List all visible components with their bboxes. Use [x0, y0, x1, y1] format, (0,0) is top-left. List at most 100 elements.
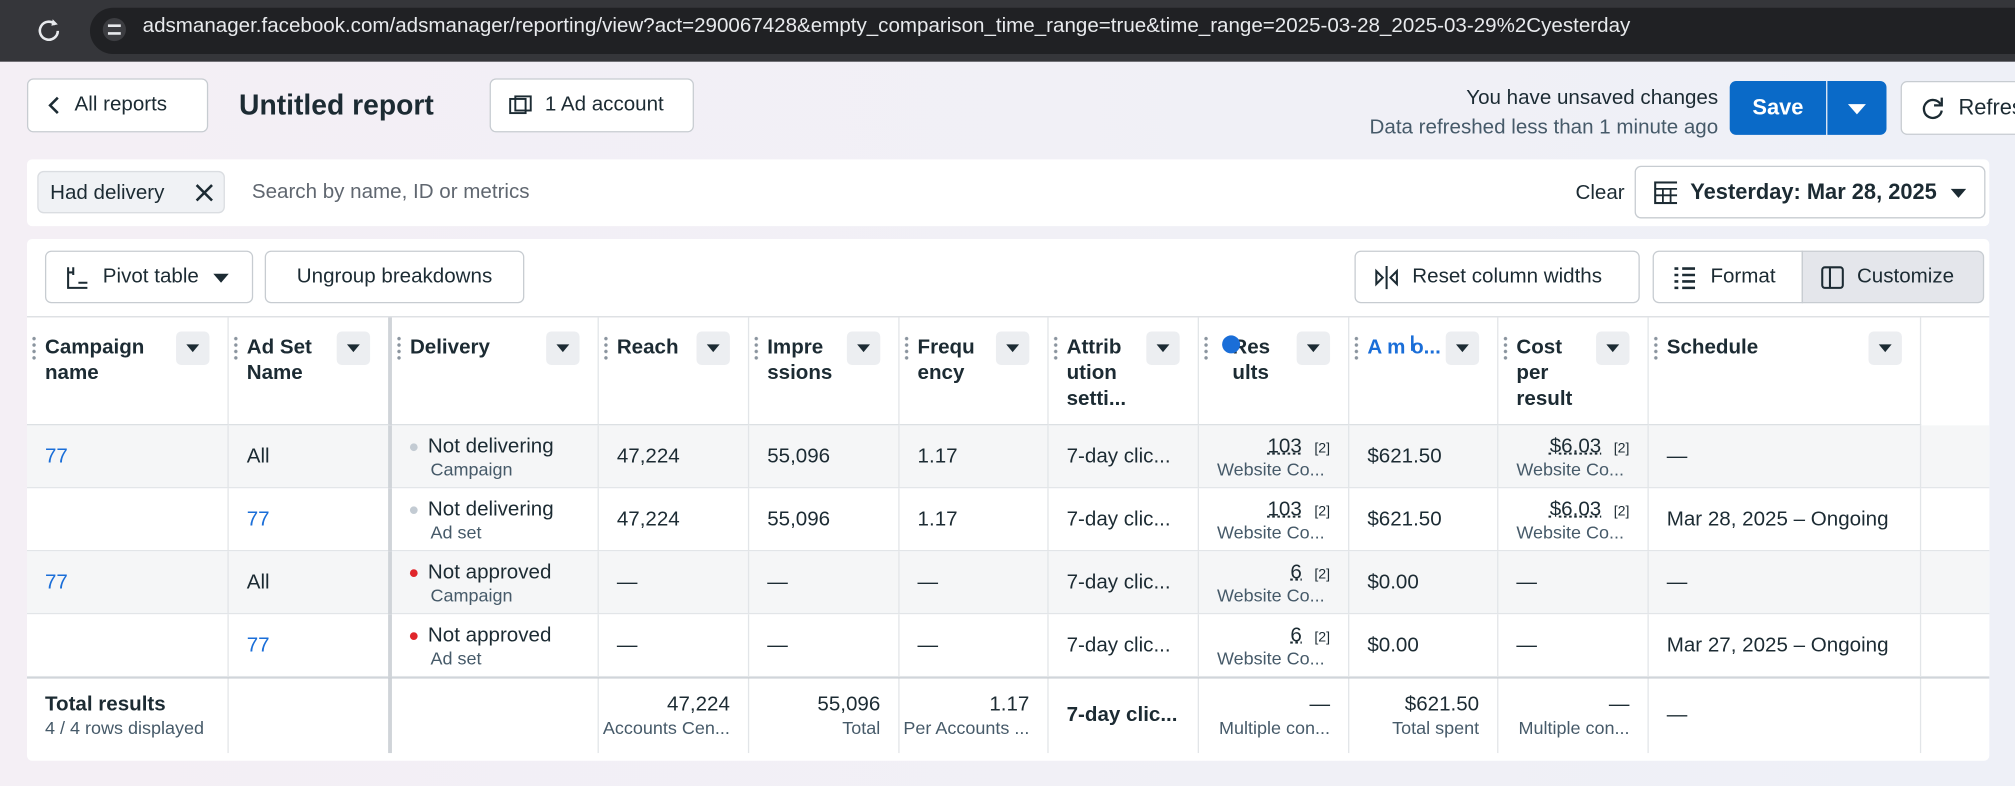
table-cell: 6 [2] Website Co...	[1199, 614, 1350, 678]
table-cell: 47,224	[599, 488, 750, 552]
cell-text: 7-day clic...	[1066, 508, 1171, 531]
account-button[interactable]: 1 Ad account	[489, 78, 694, 133]
table-cell: Total results 4 / 4 rows displayed	[27, 678, 229, 754]
format-button[interactable]: Format	[1652, 250, 1803, 304]
table-cell: $621.50 Total spent	[1349, 678, 1499, 754]
cell-text: $621.50	[1367, 445, 1442, 468]
column-header[interactable]: Frequ ency	[899, 317, 1049, 426]
cell-text: Not delivering	[427, 434, 554, 457]
cell-sub: Ad set	[430, 521, 482, 542]
status-block: You have unsaved changes Data refreshed l…	[1370, 84, 1719, 143]
drag-handle	[904, 335, 909, 362]
table-cell: — Multiple con...	[1199, 678, 1350, 754]
cell-link[interactable]: 77	[246, 634, 270, 657]
save-button[interactable]: Save	[1729, 80, 1827, 135]
table-cell: $0.00	[1349, 614, 1499, 678]
cell-total: 47,224	[667, 693, 730, 716]
table-cell: $0.00	[1349, 551, 1499, 615]
cell-note: [2]	[1314, 629, 1331, 646]
cell-text: 1.17	[917, 445, 958, 468]
cell-note: [2]	[1314, 566, 1331, 583]
header-label: Impre ssions	[767, 336, 833, 385]
table-cell: 7-day clic...	[1049, 614, 1199, 678]
cell-sub: Accounts Cen...	[602, 717, 730, 738]
cell-value: $6.03	[1549, 434, 1602, 457]
site-info-icon[interactable]	[102, 15, 128, 43]
column-header[interactable]: Ad Set Name	[228, 317, 392, 426]
table-card: Pivot table Ungroup breakdowns Reset col…	[26, 239, 1990, 761]
column-menu	[1868, 331, 1902, 365]
unsaved-status: You have unsaved changes	[1466, 87, 1719, 110]
cell-value: $6.03	[1549, 497, 1602, 520]
reload-icon[interactable]	[36, 17, 62, 43]
header-label: Ad Set Name	[246, 336, 312, 385]
status-line: Not delivering	[409, 434, 580, 458]
pivot-button[interactable]: Pivot table	[44, 250, 254, 304]
drag-handle	[32, 335, 36, 362]
drag-handle	[1053, 335, 1058, 362]
drag-handle	[233, 335, 238, 362]
filter-chip[interactable]: Had delivery	[37, 170, 225, 214]
cell-note: [2]	[1314, 440, 1331, 457]
cell-sub: Website Co...	[1216, 647, 1325, 668]
sort-arrow	[1411, 335, 1414, 351]
table-cell: Mar 27, 2025 – Ongoing	[1649, 614, 1922, 678]
cell-text: —	[1516, 571, 1537, 594]
column-header[interactable]: Res ults	[1198, 317, 1350, 426]
table-cell: 47,224	[599, 425, 750, 489]
cell-sub: Multiple con...	[1219, 717, 1331, 738]
drag-handle	[1653, 335, 1658, 362]
column-header[interactable]: Schedule	[1648, 317, 1922, 426]
cell-sub: Total spent	[1392, 717, 1480, 738]
save-menu[interactable]	[1827, 80, 1887, 135]
search-input[interactable]: Search by name, ID or metrics	[251, 181, 530, 204]
date-picker[interactable]: Yesterday: Mar 28, 2025	[1634, 165, 1986, 219]
cell-text: All	[246, 445, 270, 468]
table-cell: 77	[229, 488, 392, 552]
cell-text: —	[1666, 571, 1688, 594]
column-header[interactable]: Impre ssions	[749, 317, 900, 426]
table-cell: 7-day clic...	[1049, 425, 1199, 489]
table-cell: 77	[27, 425, 229, 489]
column-header[interactable]: Delivery	[391, 317, 599, 426]
cell-link[interactable]: 77	[44, 445, 68, 468]
reset-label: Reset column widths	[1412, 265, 1603, 288]
cell-text: Mar 27, 2025 – Ongoing	[1666, 634, 1889, 657]
reset-widths-button[interactable]: Reset column widths	[1354, 250, 1640, 304]
table-cell: $6.03 [2] Website Co...	[1498, 488, 1649, 552]
table-cell: 77	[229, 614, 392, 678]
table-cell: 7-day clic...	[1049, 678, 1199, 754]
column-header[interactable]: Cost per result	[1498, 317, 1649, 426]
table-cell: All	[229, 425, 392, 489]
cell-text: Mar 28, 2025 – Ongoing	[1666, 508, 1889, 531]
date-label: Yesterday: Mar 28, 2025	[1690, 179, 1937, 204]
refresh-status: Data refreshed less than 1 minute ago	[1369, 116, 1719, 139]
column-menu	[1146, 331, 1180, 365]
address-field[interactable]	[89, 7, 2015, 54]
cell-total: 1.17	[989, 693, 1030, 716]
table-cell: 77	[27, 551, 229, 615]
refresh-button[interactable]: Refresh	[1900, 80, 2015, 135]
drag-handle	[1503, 335, 1508, 362]
cell-link[interactable]: 77	[44, 571, 68, 594]
cell-sub: Website Co...	[1516, 458, 1625, 479]
column-header[interactable]: Campaign name	[26, 317, 229, 426]
status-dot	[409, 631, 418, 640]
table-cell: 55,096 Total	[749, 678, 900, 754]
column-header[interactable]: A m o...	[1349, 317, 1499, 426]
cell-link[interactable]: 77	[246, 508, 270, 531]
clear-button[interactable]: Clear	[1575, 182, 1625, 205]
column-header[interactable]: Attrib ution setti...	[1048, 317, 1199, 426]
table-cell: Not approved Campaign	[392, 551, 599, 615]
ungroup-button[interactable]: Ungroup breakdowns	[264, 250, 525, 304]
column-header[interactable]: Reach	[598, 317, 750, 426]
table-cell	[27, 614, 229, 678]
back-button[interactable]: All reports	[26, 78, 209, 133]
customize-button[interactable]: Customize	[1801, 250, 1985, 304]
table-cell: 55,096	[749, 425, 900, 489]
cell-sub: Multiple con...	[1518, 717, 1630, 738]
status-dot	[409, 442, 418, 451]
table-cell: 55,096	[749, 488, 900, 552]
